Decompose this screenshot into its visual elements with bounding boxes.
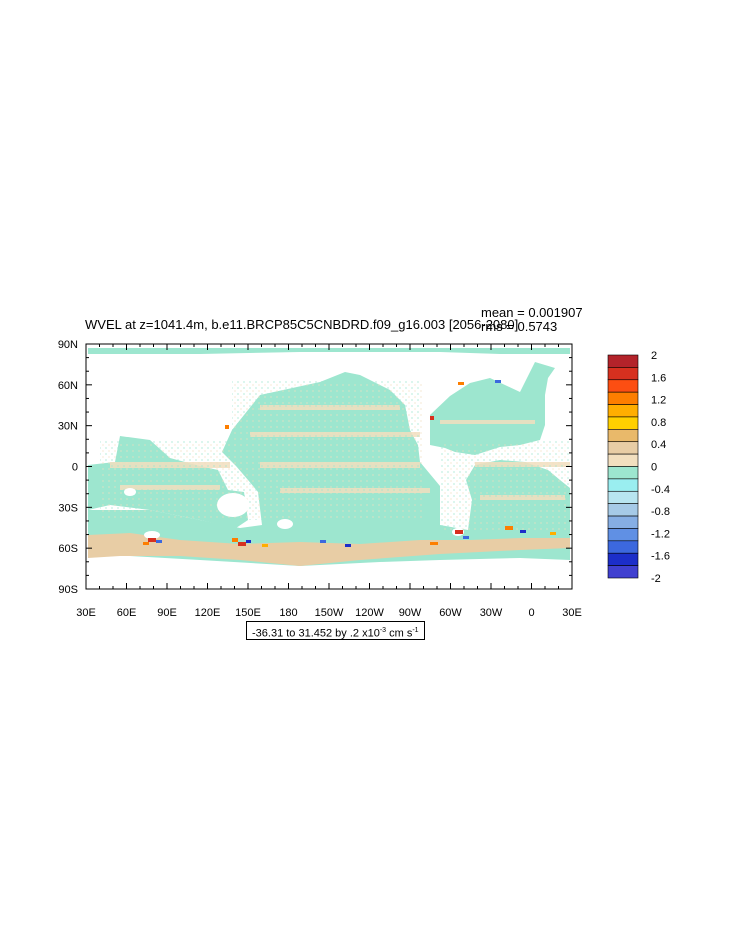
colorbar-swatch (607, 354, 639, 368)
contour-info-unit: cm s (386, 627, 413, 640)
y-tick-label: 90S (58, 584, 78, 596)
contour-info-exponent: -3 (379, 627, 387, 634)
colorbar-swatch (607, 552, 639, 566)
x-tick-label: 150W (315, 607, 344, 619)
x-tick-label: 0 (528, 607, 534, 619)
x-tick-label: 60W (439, 607, 462, 619)
x-tick-label: 150E (235, 607, 261, 619)
colorbar-swatch (607, 466, 639, 480)
x-tick-label: 30E (76, 607, 96, 619)
y-tick-label: 60S (58, 543, 78, 555)
colorbar-label: 1.6 (651, 372, 666, 384)
colorbar-swatch (607, 429, 639, 443)
colorbar-swatch (607, 391, 639, 405)
x-tick-label: 180 (279, 607, 297, 619)
colorbar-swatch (607, 367, 639, 381)
rms-stat: rms = 0.5743 (481, 319, 558, 334)
colorbar-swatch (607, 540, 639, 554)
contour-interval-info: -36.31 to 31.452 by .2 x10-3 cm s-1 (246, 621, 425, 640)
colorbar: 2 1.6 1.2 0.8 0.4 0 -0.4 -0.8 -1.2 -1.6 -2 (607, 350, 670, 585)
y-tick-label: 30S (58, 502, 78, 514)
colorbar-swatch (607, 503, 639, 517)
colorbar-label: 0 (651, 462, 657, 474)
x-tick-label: 120W (355, 607, 384, 619)
colorbar-label: 0.8 (651, 417, 666, 429)
mean-stat: mean = 0.001907 (481, 305, 583, 320)
x-tick-label: 30W (480, 607, 503, 619)
colorbar-swatch (607, 528, 639, 542)
x-tick-label: 90E (157, 607, 177, 619)
colorbar-label: -2 (651, 573, 661, 585)
contour-info-prefix: -36.31 to 31.452 by .2 x10 (252, 627, 380, 640)
y-tick-label: 30N (58, 421, 78, 433)
x-tick-label: 90W (399, 607, 422, 619)
colorbar-swatch (607, 404, 639, 418)
colorbar-label: 1.2 (651, 395, 666, 407)
colorbar-swatch (607, 478, 639, 492)
colorbar-label: -1.2 (651, 528, 670, 540)
colorbar-swatch (607, 565, 639, 579)
colorbar-label: -1.6 (651, 551, 670, 563)
y-tick-label: 0 (72, 462, 78, 474)
contour-info-unit-exponent: -1 (412, 627, 419, 634)
colorbar-label: 2 (651, 350, 657, 362)
y-tick-label: 60N (58, 380, 78, 392)
colorbar-swatch (607, 416, 639, 430)
plot-title: WVEL at z=1041.4m, b.e11.BRCP85C5CNBDRD.… (85, 317, 519, 332)
x-tick-label: 30E (562, 607, 582, 619)
colorbar-label: 0.4 (651, 439, 666, 451)
colorbar-swatch (607, 490, 639, 504)
velocity-field (86, 344, 572, 589)
y-tick-label: 90N (58, 339, 78, 351)
colorbar-label: -0.4 (651, 484, 670, 496)
colorbar-swatch (607, 453, 639, 467)
colorbar-label: -0.8 (651, 506, 670, 518)
x-tick-label: 60E (117, 607, 137, 619)
x-tick-label: 120E (195, 607, 221, 619)
colorbar-swatch (607, 441, 639, 455)
colorbar-swatch (607, 379, 639, 393)
colorbar-swatch (607, 515, 639, 529)
axis-ticks (85, 343, 573, 590)
axis-labels: 90N 60N 30N 0 30S 60S 90S 30E 60E 90E 120E 150E 180 1… (58, 339, 582, 619)
